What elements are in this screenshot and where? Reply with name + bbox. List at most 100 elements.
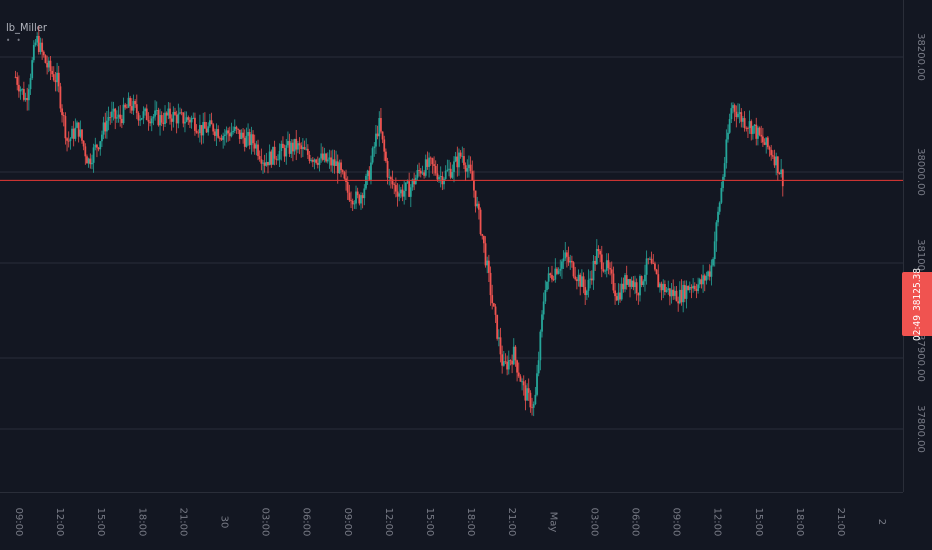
candle-body <box>419 170 422 174</box>
candle-body <box>738 112 741 114</box>
candle-body <box>607 260 610 269</box>
candle-body <box>129 97 132 107</box>
candle-body <box>753 124 756 127</box>
candle-body <box>737 113 739 118</box>
x-tick-label: 09:00 <box>671 508 682 537</box>
candle-body <box>507 360 510 370</box>
candle-body <box>240 132 243 139</box>
candle-body <box>358 195 361 204</box>
candle-body <box>24 97 27 100</box>
candle-body <box>222 136 225 140</box>
candle-body <box>589 278 592 280</box>
candle-body <box>242 132 244 138</box>
candle-body <box>517 372 520 377</box>
candle-body <box>106 120 108 132</box>
candle-body <box>130 106 133 111</box>
candle-body <box>381 131 384 140</box>
candle-body <box>160 115 163 123</box>
candle-body <box>667 288 670 291</box>
candle-body <box>144 108 147 112</box>
candle-body <box>542 301 545 315</box>
candle-body <box>101 134 103 142</box>
candle-body <box>567 256 570 263</box>
candle-body <box>217 129 220 138</box>
candle-body <box>609 268 611 270</box>
candle-body <box>385 151 387 162</box>
candle-body <box>482 235 485 244</box>
bar-countdown: 02:49 <box>911 314 923 341</box>
candle-body <box>147 119 150 122</box>
x-tick-label: 12:00 <box>383 508 394 537</box>
candle-body <box>673 290 676 296</box>
candle-body <box>758 127 761 135</box>
candle-body <box>225 130 228 135</box>
candle-body <box>547 273 550 282</box>
candle-body <box>149 121 151 124</box>
candle-body <box>478 203 480 210</box>
candle-body <box>521 381 523 383</box>
candle-body <box>688 287 691 290</box>
candle-body <box>541 314 543 332</box>
candle-body <box>215 129 218 136</box>
candle-body <box>506 361 509 370</box>
candle-body <box>29 78 32 90</box>
candle-body <box>449 168 452 178</box>
candle-body <box>522 381 525 386</box>
candle-body <box>371 148 374 163</box>
candle-body <box>778 172 781 175</box>
candle-body <box>527 388 530 393</box>
candle-body <box>622 283 625 290</box>
candle-body <box>399 189 402 194</box>
candle-body <box>597 249 600 252</box>
x-tick-label: 21:00 <box>177 508 188 537</box>
candle-body <box>426 159 429 167</box>
candle-body <box>62 115 65 117</box>
candle-body <box>469 164 472 172</box>
candle-body <box>189 119 191 123</box>
candle-body <box>409 187 412 197</box>
candle-body <box>310 159 313 161</box>
candle-body <box>464 165 467 172</box>
candle-body <box>755 124 758 139</box>
candle-body <box>187 117 190 120</box>
candle-body <box>654 263 656 270</box>
candle-body <box>273 146 276 159</box>
x-tick-label: 09:00 <box>13 508 24 537</box>
candle-body <box>64 116 67 139</box>
candle-body <box>484 243 487 266</box>
candle-body <box>433 164 435 166</box>
candle-body <box>175 114 178 124</box>
candle-body <box>257 144 259 157</box>
candle-body <box>87 158 90 164</box>
candle-body <box>351 200 354 205</box>
candle-body <box>170 118 173 122</box>
candle-body <box>220 138 223 140</box>
candle-body <box>634 282 636 288</box>
candle-body <box>612 273 615 291</box>
candle-body <box>368 170 371 180</box>
candle-body <box>321 153 324 160</box>
candle-body <box>373 146 376 149</box>
candle-body <box>199 125 201 134</box>
candle-body <box>203 122 206 129</box>
candle-body <box>303 147 306 150</box>
candle-body <box>74 127 77 139</box>
candle-body <box>380 118 382 132</box>
candle-body <box>162 122 165 124</box>
candle-body <box>486 260 489 266</box>
candle-body <box>627 279 630 285</box>
candle-body <box>408 181 411 197</box>
candle-body <box>748 121 751 129</box>
candle-body <box>57 72 60 87</box>
candle-body <box>652 263 655 265</box>
candle-body <box>200 125 203 136</box>
candle-body <box>745 127 748 129</box>
candle-body <box>590 278 593 281</box>
candle-body <box>620 283 623 300</box>
candle-body <box>619 292 621 300</box>
candle-body <box>336 161 339 174</box>
candle-body <box>579 274 582 287</box>
candle-body <box>411 179 414 188</box>
candle-body <box>135 104 138 114</box>
